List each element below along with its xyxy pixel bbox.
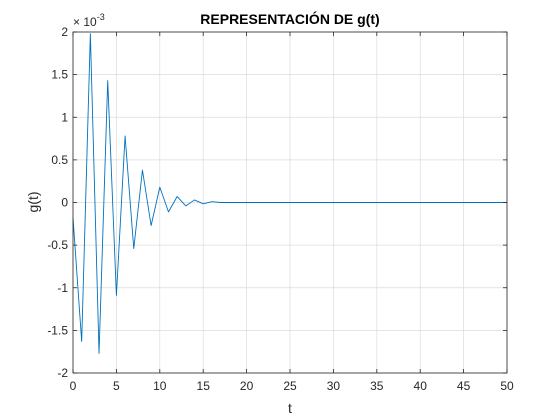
y-axis-label: g(t) bbox=[25, 192, 41, 213]
y-tick-label: 1.5 bbox=[51, 68, 68, 82]
series-line bbox=[72, 33, 507, 354]
x-tick-label: 30 bbox=[327, 379, 341, 393]
y-tick-label: 0 bbox=[61, 196, 68, 210]
y-axis-exponent-power: -3 bbox=[97, 12, 105, 22]
y-axis-exponent-base: × 10 bbox=[73, 15, 97, 29]
y-tick-label: 2 bbox=[61, 25, 68, 39]
x-tick-label: 0 bbox=[70, 379, 77, 393]
y-tick-label: -1 bbox=[57, 281, 68, 295]
x-tick-label: 25 bbox=[283, 379, 297, 393]
x-tick-label: 45 bbox=[457, 379, 471, 393]
y-tick-label: 0.5 bbox=[51, 153, 68, 167]
y-tick-label: 1 bbox=[61, 110, 68, 124]
y-axis-exponent-label: × 10-3 bbox=[73, 12, 105, 29]
y-tick-label: -2 bbox=[57, 366, 68, 380]
x-tick-label: 50 bbox=[500, 379, 514, 393]
x-tick-label: 35 bbox=[370, 379, 384, 393]
y-tick-label: -1.5 bbox=[47, 323, 68, 337]
chart-title: REPRESENTACIÓN DE g(t) bbox=[200, 10, 379, 27]
x-tick-label: 20 bbox=[240, 379, 254, 393]
ticks: 0 5 10 15 20 25 30 35 40 45 50 -2 -1.5 -1 -0.5 0 0.5 1 1.5… bbox=[47, 25, 514, 393]
x-tick-label: 10 bbox=[153, 379, 167, 393]
labels: REPRESENTACIÓN DE g(t) t g(t) × 10-3 bbox=[25, 10, 380, 416]
x-axis-label: t bbox=[288, 400, 292, 416]
series-layer bbox=[72, 33, 507, 354]
x-tick-label: 40 bbox=[414, 379, 428, 393]
y-tick-label: -0.5 bbox=[47, 238, 68, 252]
x-tick-label: 15 bbox=[197, 379, 211, 393]
x-tick-label: 5 bbox=[113, 379, 120, 393]
